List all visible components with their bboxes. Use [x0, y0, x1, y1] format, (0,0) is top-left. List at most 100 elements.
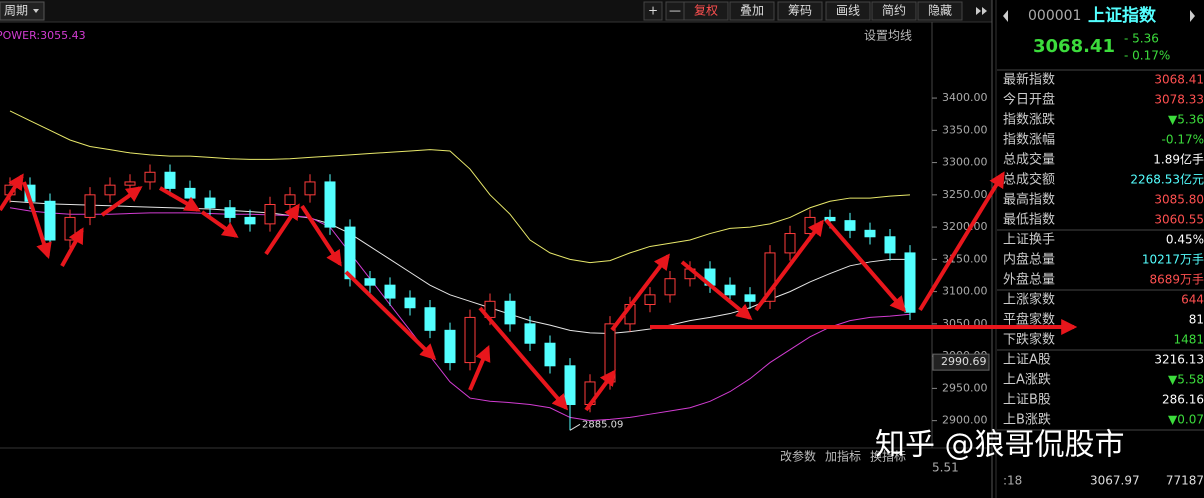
toolbar-button[interactable]: [871, 1, 917, 21]
band-line: [9, 110, 911, 264]
arrow: [918, 171, 1005, 312]
price-marker-label: 2990.69: [941, 355, 987, 368]
toolbar-button[interactable]: [683, 1, 729, 21]
row-label: 外盘总量: [1003, 272, 1055, 288]
candle-body: [544, 342, 556, 367]
candle-body: [724, 284, 736, 296]
more-icon[interactable]: [976, 7, 987, 15]
next-icon[interactable]: [1190, 10, 1195, 22]
candle-body: [404, 297, 416, 309]
candle-body: [424, 307, 436, 331]
trade-cell: 77187: [1166, 474, 1204, 488]
candle-body: [844, 220, 856, 231]
arrow: [22, 181, 52, 260]
dropdown-icon: [33, 9, 39, 13]
arrow: [824, 218, 907, 313]
toolbar-button[interactable]: [729, 1, 775, 21]
arrow: [478, 306, 569, 411]
candle-body: [324, 181, 336, 228]
candle-body: [464, 316, 476, 364]
y-tick-label: 3350.00: [942, 123, 988, 136]
period-dropdown[interactable]: [0, 1, 45, 21]
candle-body: [904, 252, 916, 313]
price-marker: [932, 353, 990, 371]
indicator-button[interactable]: 加指标: [825, 449, 861, 464]
toolbar-button[interactable]: [917, 1, 963, 21]
trade-cell: :18: [1003, 474, 1022, 488]
candle-body: [504, 300, 516, 325]
row-value: 3060.55: [1154, 213, 1204, 227]
y-tick-label: 2950.00: [942, 381, 988, 394]
arrow: [468, 345, 491, 391]
y-tick-label: 3250.00: [942, 188, 988, 201]
band-line: [9, 207, 911, 422]
toolbar-button[interactable]: [643, 1, 663, 21]
candle-body: [104, 184, 116, 196]
period: 周期: [4, 4, 28, 18]
toolbar-label: 简约: [882, 3, 906, 18]
toolbar-button[interactable]: [825, 1, 871, 21]
toolbar-label: +: [648, 4, 658, 18]
row-value: 1.89亿手: [1153, 152, 1204, 167]
code: 000001: [1028, 8, 1081, 24]
candle-body: [764, 252, 776, 302]
row-value: -0.17%: [1162, 133, 1204, 147]
row-label: 最低指数: [1003, 213, 1055, 228]
row-value: 3216.13: [1154, 353, 1204, 367]
candle-body: [284, 194, 296, 206]
candle-body: [864, 229, 876, 238]
row-label: 上涨家数: [1003, 292, 1055, 308]
annotations: [0, 171, 1078, 412]
row-value: 2268.53亿元: [1130, 172, 1204, 187]
row-label: 上证A股: [1003, 353, 1051, 368]
price: 3068.41: [1033, 36, 1115, 57]
arrow: [158, 186, 201, 212]
arrow: [610, 253, 670, 332]
low-label: 2885.09: [582, 419, 623, 430]
candle-body: [44, 200, 56, 241]
row-value: 3068.41: [1154, 73, 1204, 87]
row-label: 指数涨幅: [1003, 133, 1055, 148]
candle-body: [264, 204, 276, 225]
row-label: 下跌家数: [1003, 332, 1055, 348]
row-label: 今日开盘: [1003, 92, 1055, 108]
arrow: [344, 270, 437, 361]
volume-axis-label: 5.51: [932, 461, 959, 475]
row-label: 最高指数: [1003, 192, 1055, 208]
arrow: [754, 219, 824, 312]
arrow: [584, 369, 616, 412]
row-label: 上证换手: [1003, 233, 1055, 248]
row-value: 1481: [1173, 333, 1204, 347]
row-label: 上A涨跌: [1003, 372, 1051, 388]
candle-body: [144, 171, 156, 183]
toolbar-label: 画线: [836, 4, 860, 18]
arrow: [200, 210, 239, 238]
candle-body: [824, 216, 836, 222]
y-tick-label: 3400.00: [942, 91, 988, 104]
indicator-button[interactable]: 改参数: [780, 449, 816, 464]
toolbar-button[interactable]: [777, 1, 823, 21]
toolbar-label: 叠加: [740, 4, 764, 18]
arrow: [100, 186, 143, 217]
ma-setting[interactable]: 设置均线: [864, 29, 912, 43]
toolbar-label: 筹码: [788, 4, 812, 18]
candle-body: [444, 329, 456, 364]
indicator-button[interactable]: 换指标: [870, 449, 906, 464]
row-label: 总成交量: [1003, 152, 1055, 168]
row-value: ▼5.36: [1168, 113, 1204, 127]
toolbar-label: 复权: [694, 4, 718, 18]
candle-body: [204, 197, 216, 209]
candle-body: [884, 236, 896, 254]
row-label: 指数涨跌: [1003, 112, 1055, 128]
prev-icon[interactable]: [1003, 10, 1008, 22]
row-value: 3085.80: [1154, 193, 1204, 207]
candle-body: [644, 294, 656, 306]
watermark: 知乎 @狼哥侃股市: [875, 428, 1125, 463]
candle-body: [564, 365, 576, 406]
row-label: 最新指数: [1003, 72, 1055, 88]
row-value: 81: [1189, 313, 1204, 327]
pct: - 0.17%: [1124, 49, 1170, 63]
row-value: 286.16: [1162, 393, 1204, 407]
arrow: [680, 260, 753, 321]
